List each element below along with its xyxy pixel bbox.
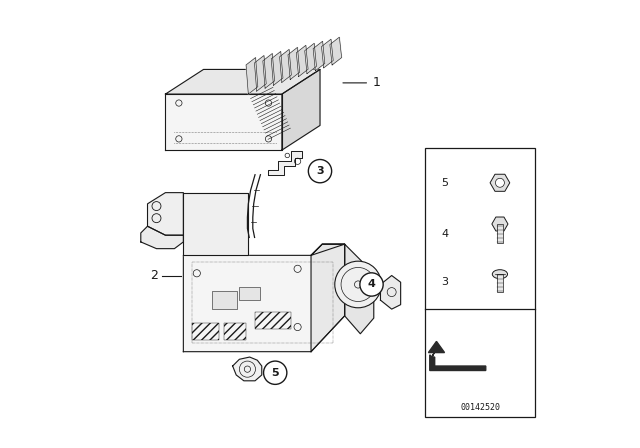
Bar [212,291,237,309]
Polygon shape [141,226,184,249]
Text: 5: 5 [442,178,449,188]
Polygon shape [271,52,283,85]
Polygon shape [321,39,333,68]
Bar [497,224,503,243]
Polygon shape [313,41,325,71]
Bar [255,312,291,329]
Polygon shape [311,244,374,334]
Text: 5: 5 [271,368,279,378]
Circle shape [308,159,332,183]
Polygon shape [430,348,486,370]
Polygon shape [280,49,291,82]
Polygon shape [330,37,342,65]
Bar [497,274,503,292]
Bar [192,323,219,340]
Text: 4: 4 [367,280,376,289]
Bar [239,287,260,300]
Polygon shape [165,94,282,150]
Bar [425,148,535,417]
Polygon shape [184,193,248,255]
Polygon shape [246,58,258,94]
Polygon shape [148,193,184,235]
Circle shape [264,361,287,384]
Text: 1: 1 [373,76,381,90]
Circle shape [335,261,381,308]
Polygon shape [165,69,320,94]
Polygon shape [263,53,275,88]
Bar [224,323,246,340]
Ellipse shape [492,270,508,279]
Polygon shape [296,45,308,77]
Circle shape [495,178,504,187]
Text: 3: 3 [442,277,449,287]
Polygon shape [282,69,320,150]
Circle shape [360,273,383,296]
Text: 2: 2 [150,269,158,282]
Polygon shape [311,244,345,352]
Text: 3: 3 [316,166,324,176]
Polygon shape [380,276,401,309]
Polygon shape [269,151,302,175]
Polygon shape [428,341,445,353]
Polygon shape [184,244,345,352]
Polygon shape [288,47,300,80]
Text: 4: 4 [442,229,449,239]
Polygon shape [305,43,317,73]
Polygon shape [233,357,262,381]
Text: 00142520: 00142520 [460,403,500,412]
Polygon shape [255,56,266,91]
